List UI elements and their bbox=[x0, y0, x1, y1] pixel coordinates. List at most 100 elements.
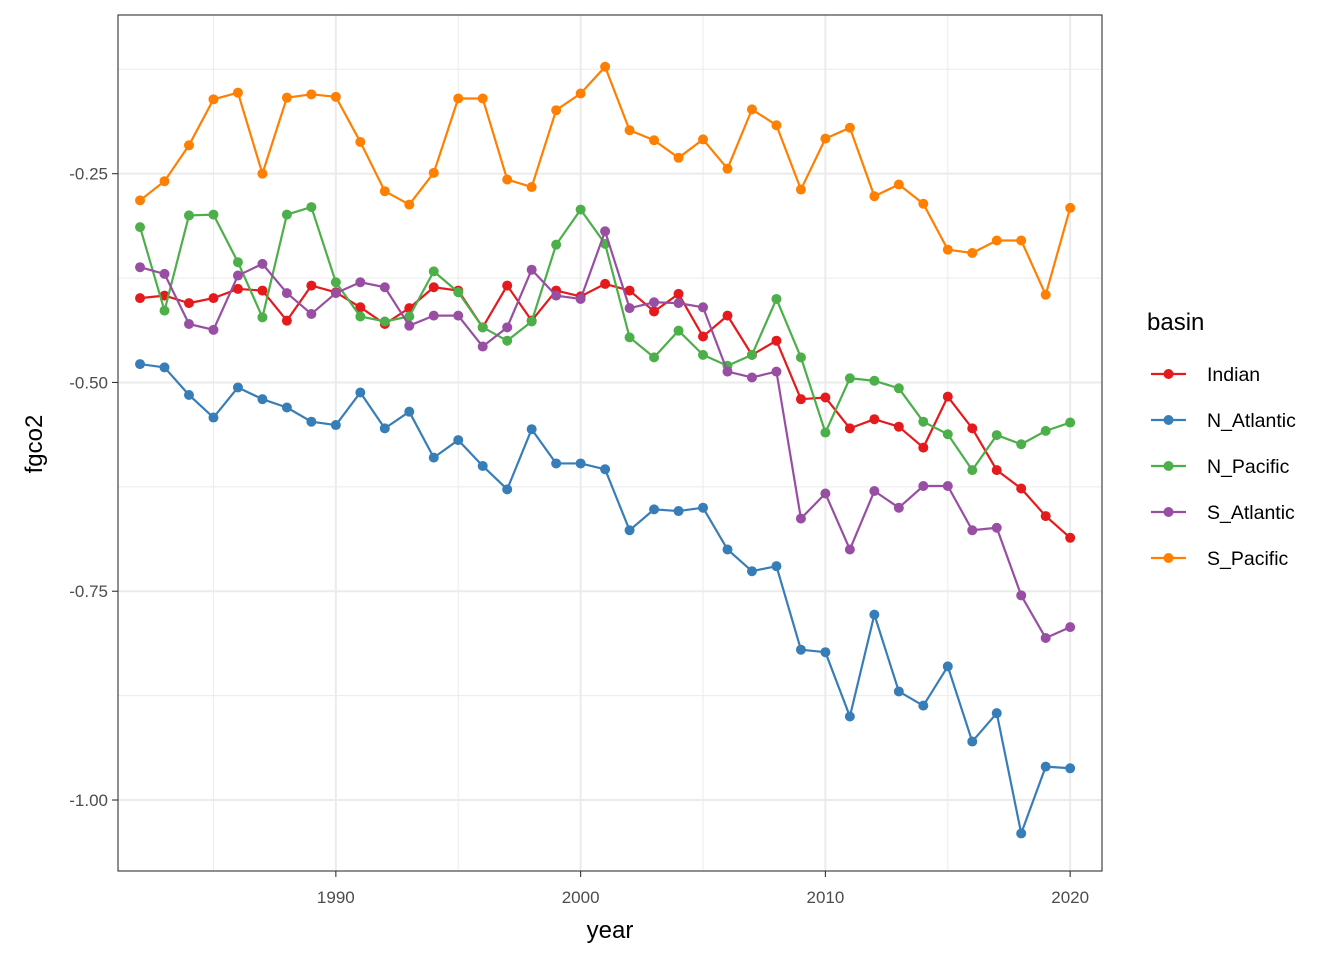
legend-label: S_Atlantic bbox=[1207, 502, 1295, 524]
data-point-s-pacific bbox=[428, 167, 439, 178]
data-point-n-atlantic bbox=[551, 458, 562, 469]
data-point-s-pacific bbox=[526, 182, 537, 193]
data-point-s-atlantic bbox=[281, 288, 292, 299]
data-point-s-atlantic bbox=[698, 302, 709, 313]
data-point-n-pacific bbox=[771, 293, 782, 304]
axis-ticks bbox=[112, 173, 1071, 877]
data-point-n-atlantic bbox=[183, 389, 194, 400]
data-point-indian bbox=[722, 310, 733, 321]
data-point-n-pacific bbox=[232, 257, 243, 268]
data-point-s-pacific bbox=[869, 191, 880, 202]
data-point-indian bbox=[893, 421, 904, 432]
data-point-n-atlantic bbox=[844, 711, 855, 722]
data-point-n-atlantic bbox=[232, 382, 243, 393]
data-point-s-atlantic bbox=[208, 324, 219, 335]
data-point-s-pacific bbox=[502, 174, 513, 185]
data-point-n-atlantic bbox=[918, 700, 929, 711]
data-point-indian bbox=[698, 331, 709, 342]
data-point-s-pacific bbox=[942, 244, 953, 255]
legend-item-s-atlantic: S_Atlantic bbox=[1151, 502, 1295, 524]
data-point-s-atlantic bbox=[526, 264, 537, 275]
data-point-s-pacific bbox=[698, 134, 709, 145]
data-point-indian bbox=[991, 465, 1002, 476]
data-point-s-atlantic bbox=[967, 525, 978, 536]
data-point-s-pacific bbox=[159, 176, 170, 187]
data-point-indian bbox=[502, 280, 513, 291]
data-point-s-atlantic bbox=[649, 297, 660, 308]
data-point-s-atlantic bbox=[183, 318, 194, 329]
data-point-n-pacific bbox=[649, 352, 660, 363]
data-point-indian bbox=[771, 335, 782, 346]
data-point-n-atlantic bbox=[159, 362, 170, 373]
data-point-s-pacific bbox=[135, 195, 146, 206]
data-point-n-pacific bbox=[379, 316, 390, 327]
legend-title: basin bbox=[1147, 309, 1204, 336]
data-point-s-pacific bbox=[1016, 235, 1027, 246]
y-tick-label: -0.25 bbox=[69, 165, 108, 184]
series-n-pacific bbox=[135, 202, 1076, 476]
legend-item-n-atlantic: N_Atlantic bbox=[1151, 410, 1296, 432]
series-n-atlantic bbox=[135, 359, 1076, 839]
data-point-s-atlantic bbox=[379, 282, 390, 293]
data-point-s-atlantic bbox=[159, 268, 170, 279]
data-point-n-pacific bbox=[991, 430, 1002, 441]
data-point-s-pacific bbox=[404, 199, 415, 210]
data-point-s-atlantic bbox=[428, 310, 439, 321]
series-layer bbox=[135, 61, 1076, 839]
data-point-indian bbox=[967, 423, 978, 434]
data-point-s-pacific bbox=[183, 140, 194, 151]
data-point-n-pacific bbox=[404, 311, 415, 322]
data-point-s-atlantic bbox=[722, 366, 733, 377]
data-point-s-pacific bbox=[1065, 202, 1076, 213]
data-point-s-atlantic bbox=[771, 366, 782, 377]
data-point-n-pacific bbox=[746, 349, 757, 360]
data-point-n-atlantic bbox=[306, 416, 317, 427]
data-point-indian bbox=[649, 306, 660, 317]
data-point-s-atlantic bbox=[673, 298, 684, 309]
data-point-n-pacific bbox=[428, 266, 439, 277]
data-point-s-pacific bbox=[355, 136, 366, 147]
data-point-n-pacific bbox=[1065, 417, 1076, 428]
data-point-s-pacific bbox=[649, 135, 660, 146]
legend-item-n-pacific: N_Pacific bbox=[1151, 456, 1290, 478]
data-point-n-atlantic bbox=[795, 644, 806, 655]
data-point-n-pacific bbox=[820, 427, 831, 438]
data-point-n-atlantic bbox=[698, 502, 709, 513]
data-point-s-pacific bbox=[673, 152, 684, 163]
data-point-n-atlantic bbox=[526, 424, 537, 435]
data-point-s-pacific bbox=[575, 88, 586, 99]
data-point-n-atlantic bbox=[991, 708, 1002, 719]
data-point-n-pacific bbox=[208, 209, 219, 220]
data-point-indian bbox=[281, 315, 292, 326]
data-point-indian bbox=[232, 283, 243, 294]
x-tick-label: 2020 bbox=[1051, 888, 1089, 907]
data-point-s-atlantic bbox=[575, 293, 586, 304]
data-point-s-pacific bbox=[257, 168, 268, 179]
legend-items: Indian N_Atlantic N_Pacific S_Atlantic S_Pac… bbox=[1151, 364, 1296, 570]
legend-key-point bbox=[1163, 553, 1174, 563]
data-point-indian bbox=[355, 302, 366, 313]
data-point-n-atlantic bbox=[404, 406, 415, 417]
data-point-s-atlantic bbox=[918, 481, 929, 492]
data-point-s-atlantic bbox=[135, 262, 146, 273]
legend-key-point bbox=[1163, 461, 1174, 471]
data-point-n-pacific bbox=[869, 375, 880, 386]
data-point-n-pacific bbox=[918, 416, 929, 427]
data-point-s-pacific bbox=[1040, 289, 1051, 300]
data-point-n-atlantic bbox=[502, 484, 513, 495]
data-point-n-pacific bbox=[967, 465, 978, 476]
data-point-n-atlantic bbox=[722, 544, 733, 555]
data-point-s-atlantic bbox=[232, 270, 243, 281]
data-point-n-atlantic bbox=[257, 394, 268, 405]
data-point-indian bbox=[183, 298, 194, 309]
data-point-s-atlantic bbox=[746, 372, 757, 383]
data-point-n-atlantic bbox=[330, 420, 341, 431]
data-point-indian bbox=[428, 282, 439, 293]
data-point-n-pacific bbox=[257, 312, 268, 323]
data-point-n-pacific bbox=[698, 349, 709, 360]
data-point-n-atlantic bbox=[600, 464, 611, 475]
data-point-n-pacific bbox=[551, 239, 562, 250]
y-axis-title: fgco2 bbox=[21, 415, 48, 474]
data-point-indian bbox=[918, 442, 929, 453]
data-point-n-atlantic bbox=[1016, 828, 1027, 839]
